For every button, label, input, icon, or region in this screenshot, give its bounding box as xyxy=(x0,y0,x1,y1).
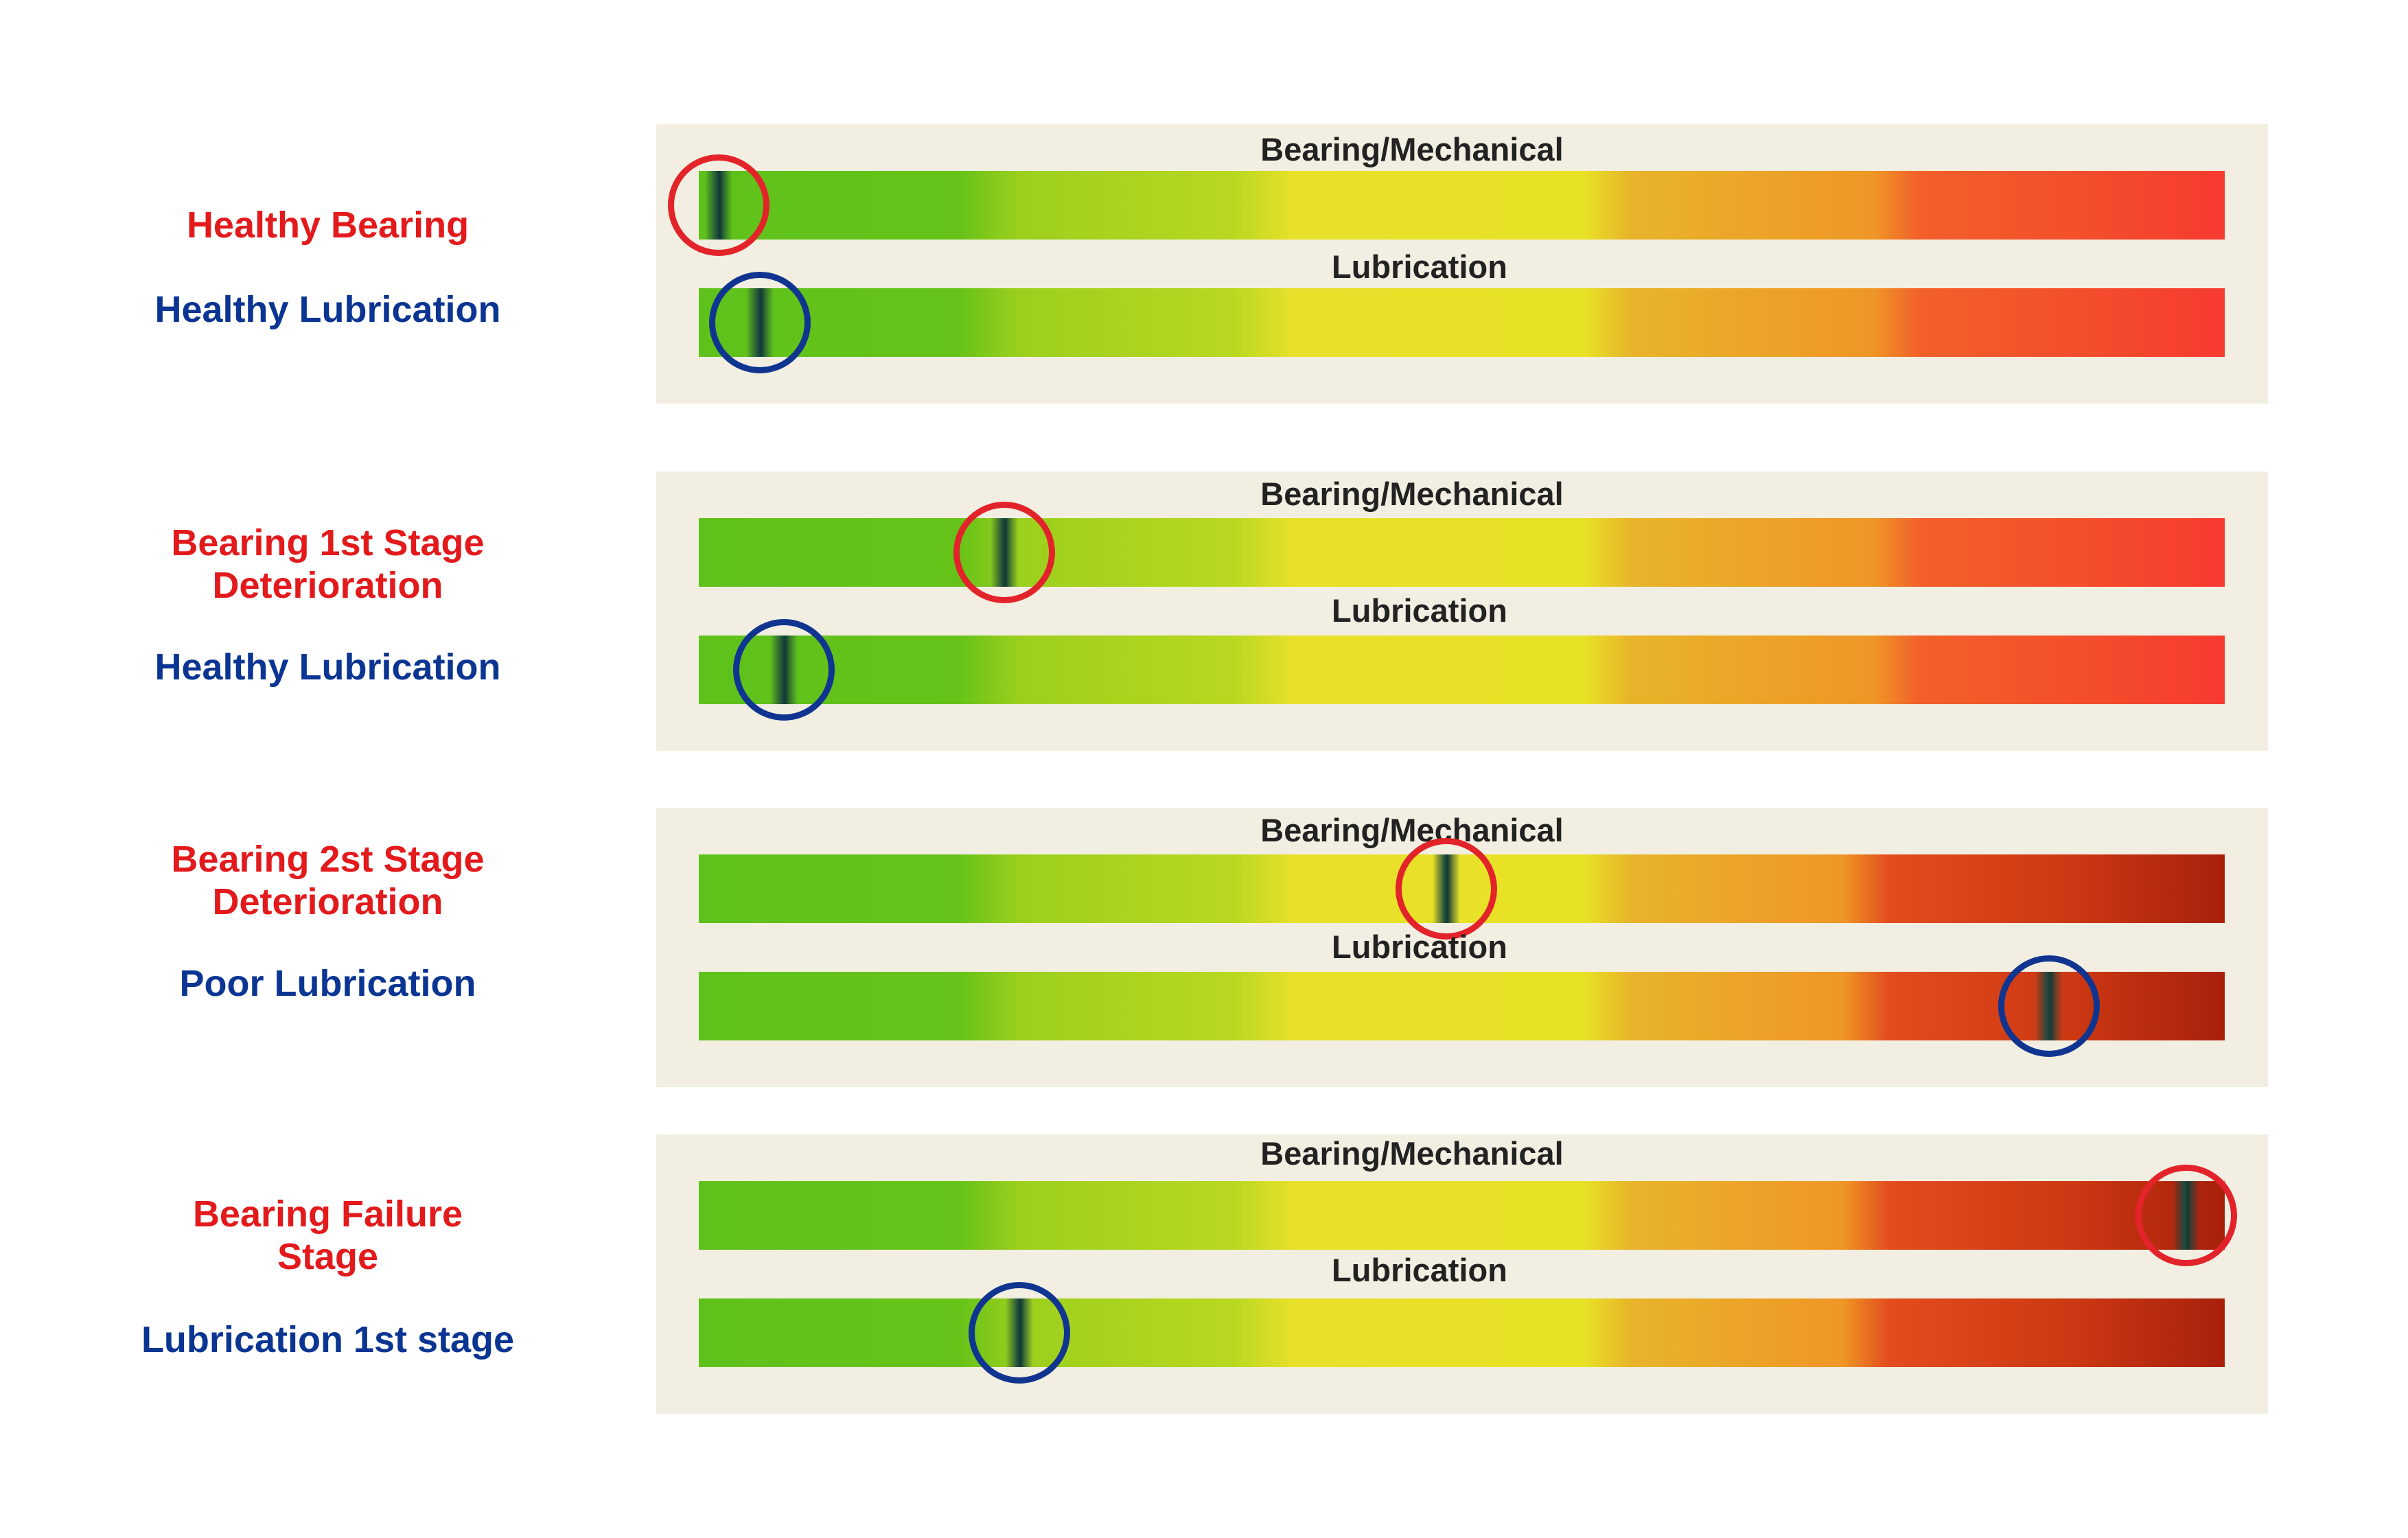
scenario-2-bearing-label: Bearing 1st Stage Deterioration xyxy=(0,522,656,607)
scenario-3-bearing-label-line-2: Deterioration xyxy=(212,881,443,922)
scenario-1-lubrication-bar-title: Lubrication xyxy=(1332,248,1507,285)
scenario-4-lubrication-ring xyxy=(968,1282,1070,1384)
scenario-3-panel: Bearing/Mechanical Lubrication xyxy=(656,808,2268,1087)
scenario-4-bearing-label-line-2: Stage xyxy=(277,1236,379,1277)
scenario-2-bearing-label-line-2: Deterioration xyxy=(212,565,443,606)
scenario-2-lubrication-ring xyxy=(733,619,835,721)
scenario-2-bearing-ring xyxy=(953,502,1055,603)
scenario-4-bearing-label: Bearing Failure Stage xyxy=(0,1193,656,1278)
scenario-3-bearing-bar-title: Bearing/Mechanical xyxy=(1260,812,1564,848)
scenario-2-lubrication-label: Healthy Lubrication xyxy=(154,646,501,688)
scenario-2-bearing-bar-title: Bearing/Mechanical xyxy=(1260,476,1564,512)
scenario-4-bearing-bar xyxy=(699,1165,2238,1266)
scenario-3-bearing-bar xyxy=(699,838,2225,940)
scenario-4-lubrication-label: Lubrication 1st stage xyxy=(141,1319,515,1360)
scenario-4-bearing-label-line-1: Bearing Failure xyxy=(192,1193,463,1235)
scenario-4-bearing-ring xyxy=(2135,1165,2238,1266)
scenario-3-lubrication-ring xyxy=(1998,955,2100,1057)
scenario-3-bearing-label: Bearing 2st Stage Deterioration xyxy=(0,838,656,923)
scenario-1-lubrication-label: Healthy Lubrication xyxy=(154,289,501,330)
scenario-2-panel: Bearing/Mechanical Lubrication xyxy=(656,471,2268,751)
scenario-3-lubrication-bar xyxy=(699,955,2225,1057)
scenario-1-bearing-ring xyxy=(667,154,769,256)
scenario-1-bearing-label: Healthy Bearing xyxy=(0,204,656,246)
scenario-1-panel: Bearing/Mechanical Lubrication xyxy=(656,124,2268,404)
scenario-3-bearing-ring xyxy=(1396,838,1498,940)
scenario-2-bearing-label-line-1: Bearing 1st Stage xyxy=(171,522,485,563)
scenario-3-lubrication-label: Poor Lubrication xyxy=(179,963,476,1004)
scenario-4-panel: Bearing/Mechanical Lubrication xyxy=(656,1134,2268,1414)
scenario-1-bearing-bar xyxy=(667,154,2225,256)
scenario-2-bearing-bar xyxy=(699,502,2225,603)
scenario-4-lubrication-bar xyxy=(699,1282,2225,1384)
scenario-1-lubrication-bar xyxy=(699,272,2225,373)
scenario-2-lubrication-bar xyxy=(699,619,2225,721)
scenario-4-bearing-bar-title: Bearing/Mechanical xyxy=(1260,1135,1564,1172)
scenario-4-lubrication-bar-title: Lubrication xyxy=(1332,1252,1507,1288)
scenario-3-bearing-label-line-1: Bearing 2st Stage xyxy=(171,839,485,880)
scenario-1-bearing-bar-title: Bearing/Mechanical xyxy=(1260,131,1564,167)
scenario-1-lubrication-ring xyxy=(708,272,811,373)
scenario-3-lubrication-bar-title: Lubrication xyxy=(1332,929,1507,965)
scenario-2-lubrication-bar-title: Lubrication xyxy=(1332,592,1507,629)
scenario-1-bearing-label-line-1: Healthy Bearing xyxy=(186,205,470,246)
